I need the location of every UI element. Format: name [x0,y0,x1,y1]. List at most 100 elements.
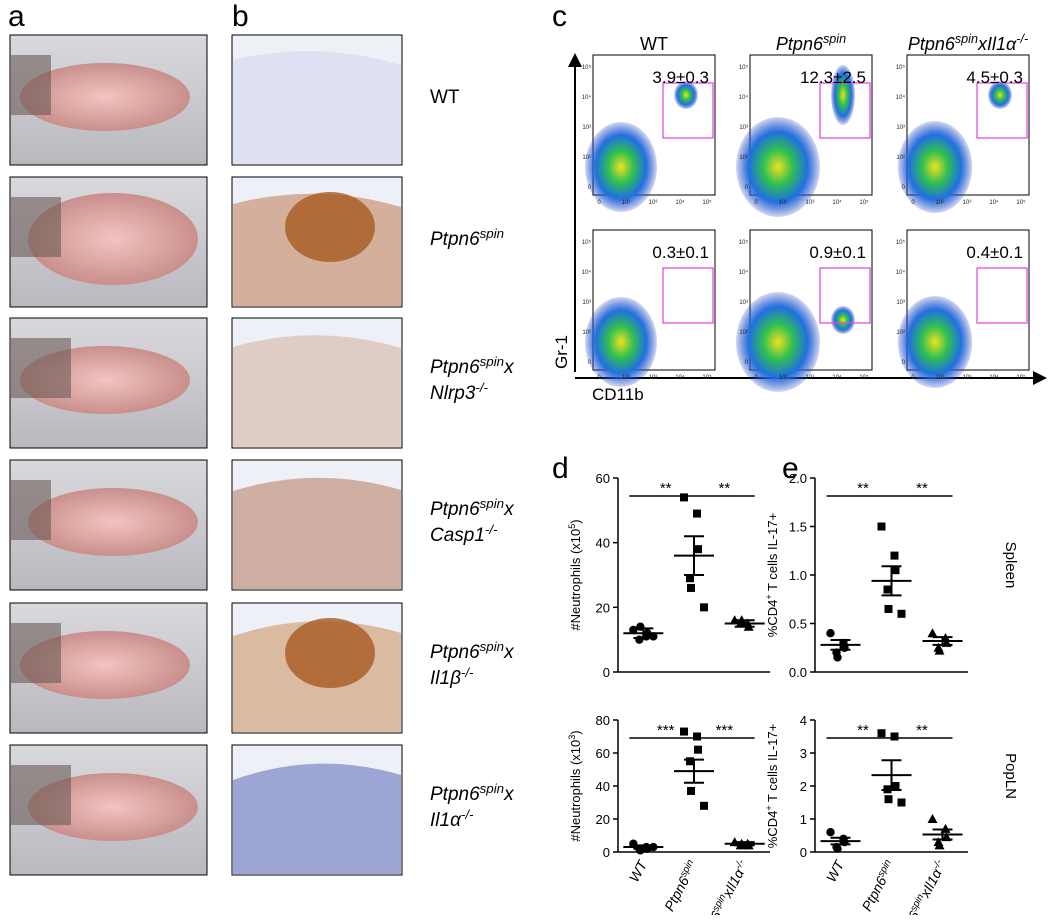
data-point [877,729,886,738]
y-tick-label: 4 [800,713,807,728]
cell-density [674,81,698,109]
paw [20,63,190,131]
histology-image [231,317,403,449]
histology-label: Ptpn6spin [430,226,504,251]
x-tick-label: 10⁵ [859,374,869,381]
gate [976,267,1028,324]
cell-density [988,81,1012,109]
data-point [687,583,695,592]
text-segment: Ptpn6 [430,229,480,250]
lesion [285,618,375,688]
chart-title: Spleen [1002,542,1019,589]
histology-label: Casp1-/- [430,522,498,547]
y-tick-label: 10⁴ [896,94,906,101]
x-tick-label: WT [626,857,651,885]
text-segment: -/- [461,665,474,680]
y-tick-label: 10³ [896,125,905,131]
fur [11,480,51,540]
text-segment: WT [823,857,848,885]
y-tick-label: 10³ [739,125,748,131]
histology-label: Ptpn6spinx [430,496,515,521]
significance-label: ** [857,480,869,497]
x-tick-label: 10² [779,375,788,381]
text-segment: Ptpn6 [430,784,480,805]
text-segment: -/- [485,522,498,537]
text-segment: %CD4 [765,600,780,638]
histology-label: Ptpn6spinx [430,639,515,664]
x-tick-label: Ptpn6spin [858,858,898,914]
x-axis-title: CD11b [592,385,644,404]
x-tick-label: 10⁴ [832,374,842,381]
significance-label: *** [716,722,734,739]
fur [11,338,71,398]
x-tick-label: 10⁵ [1016,374,1026,381]
significance-label: ** [660,480,672,497]
text-segment: spin [480,354,504,369]
tissue [233,335,401,447]
y-tick-label: 1.5 [789,520,807,535]
y-tick-label: 0 [588,360,592,366]
text-segment: Ptpn6 [776,34,824,54]
text-segment: spin [823,32,846,46]
x-tick-label: 10³ [649,375,658,381]
data-point [833,653,842,662]
gate [819,267,871,324]
y-tick-label: 3 [800,746,807,761]
y-tick-label: 10² [739,330,748,336]
text-segment: x [503,642,515,663]
x-tick-label: 0 [597,200,601,206]
y-tick-label: 40 [596,536,610,551]
data-point [884,604,893,613]
panel-label: e [782,452,799,485]
data-point [833,844,842,853]
data-point [635,635,644,644]
cell-density [831,306,855,334]
text-segment: ) [568,730,583,734]
text-segment: Ptpn6 [661,874,692,914]
x-tick-label: 10³ [963,200,972,206]
histology-label: Il1β-/- [430,665,474,690]
x-tick-label: 0 [911,200,915,206]
data-point [890,551,899,560]
y-axis-label: #Neutrophils (x105) [567,519,583,630]
data-point [694,545,702,554]
text-segment: WT [430,87,460,108]
data-point [891,566,900,575]
cell-density [831,65,855,125]
text-segment: T cells IL-17+ [765,724,780,806]
histology-image [231,34,403,166]
panel-label: c [552,0,567,33]
y-tick-label: 10⁴ [896,269,906,276]
data-point [927,814,938,823]
x-tick-label: Ptpn6spinxIl1α-/- [693,857,752,915]
flow-header: WT [640,34,668,54]
text-segment: + [764,594,774,599]
x-tick-label: 10⁵ [702,199,712,206]
x-tick-label: 10⁵ [702,374,712,381]
text-segment: Ptpn6 [858,874,889,914]
gate [662,82,714,139]
data-point [693,509,701,518]
histology-image [231,744,403,876]
histology-label: WT [430,87,460,108]
y-tick-label: 10⁵ [896,239,906,246]
text-segment: Ptpn6 [891,908,922,915]
y-axis-label: #Neutrophils (x103) [567,730,583,841]
x-tick-label: 10³ [806,200,815,206]
y-tick-label: 10³ [582,300,591,306]
y-tick-label: 10² [582,330,591,336]
text-segment: spin [678,858,696,879]
text-segment: + [764,805,774,810]
text-segment: x [977,34,988,54]
data-point [884,795,893,804]
x-tick-label: 10³ [806,375,815,381]
x-tick-label: Ptpn6spinxIl1α-/- [891,857,950,915]
panel-label: a [8,0,25,33]
data-point [700,801,708,810]
text-segment: -/- [461,807,474,822]
x-tick-label: 10² [622,200,631,206]
data-point [700,603,708,612]
lesion [285,192,375,262]
data-point [891,782,900,790]
